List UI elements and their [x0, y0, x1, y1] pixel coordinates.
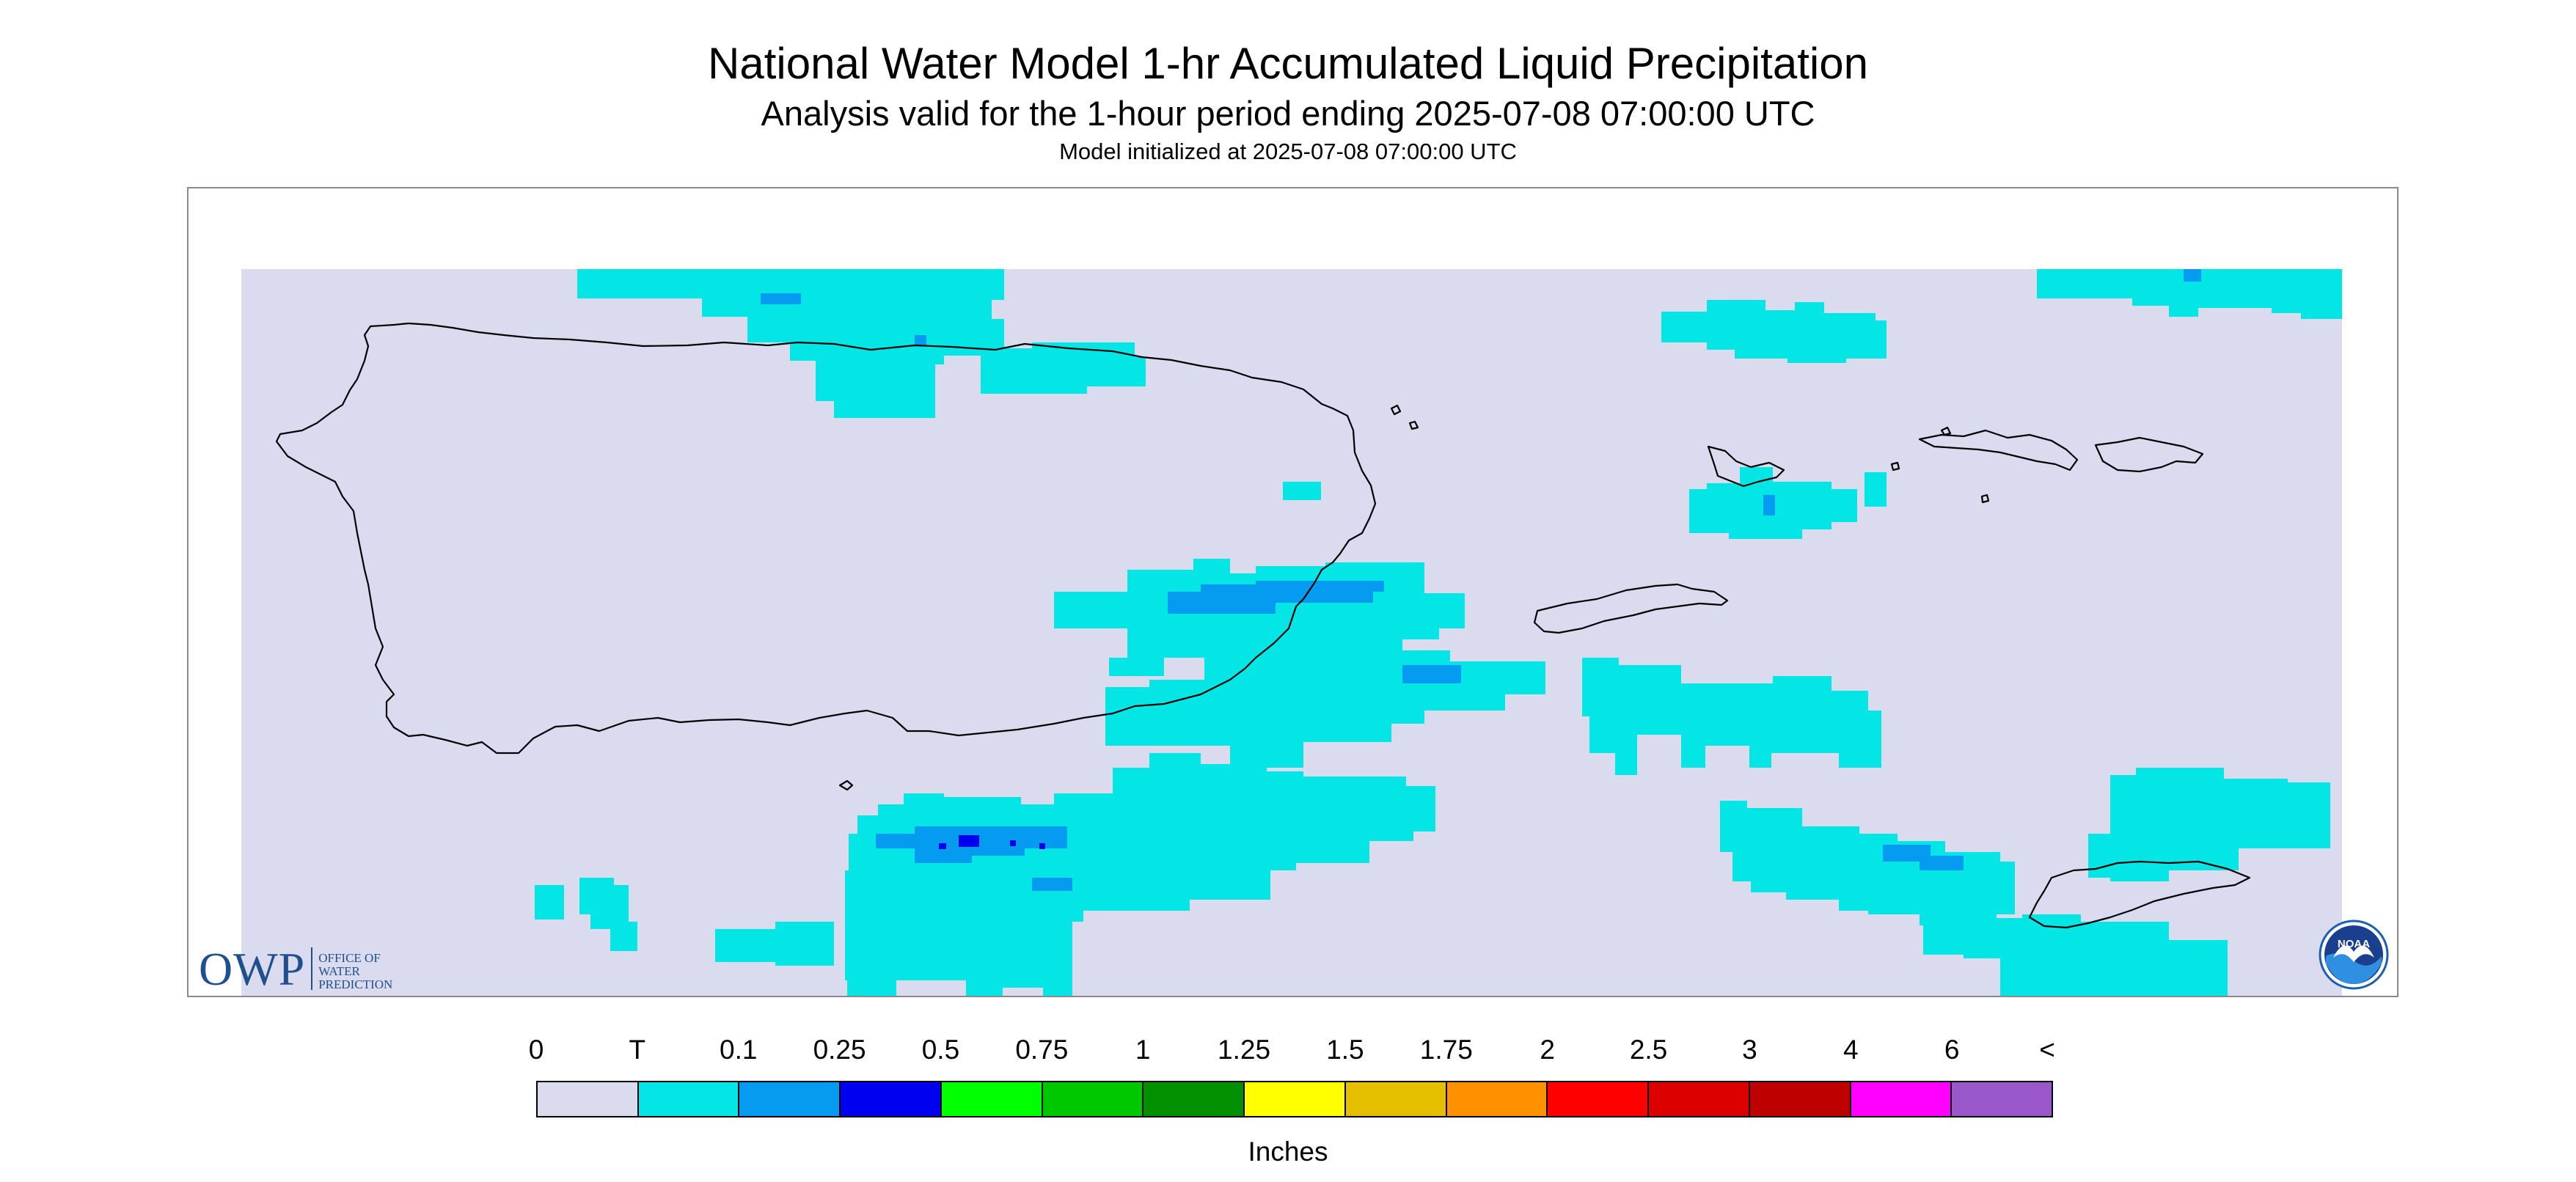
legend-swatch	[1446, 1082, 1548, 1116]
trace-region-top-right	[2037, 269, 2342, 319]
trace-precip-regions	[535, 269, 2342, 996]
legend-swatch	[638, 1082, 740, 1116]
trace-region-south-east-3	[1923, 914, 2228, 996]
owp-logo-letters: OWP	[199, 943, 306, 995]
legend-labels: 0 T 0.1 0.25 0.5 0.75 1 1.25 1.5 1.75 2 2.5 3 4 6 <	[0, 1032, 2576, 1069]
legend-tick-label: 2	[1540, 1035, 1555, 1065]
legend-tick-label: 0.25	[813, 1035, 866, 1065]
legend-tick-label: 0.1	[720, 1035, 758, 1065]
legend-swatch	[1851, 1082, 1953, 1116]
legend-swatch	[1245, 1082, 1346, 1116]
culebra-coastline	[1707, 445, 1785, 488]
trace-cell-small-2	[1865, 472, 1887, 507]
legend-swatch	[1144, 1082, 1245, 1116]
trace-region-west-2	[579, 878, 637, 951]
p010-cell-south-central-2	[1032, 878, 1072, 891]
legend-tick-label: 0.5	[921, 1035, 960, 1065]
p025-cell-2	[1010, 840, 1016, 846]
p025-cell-1	[959, 835, 979, 847]
p010-region-southeast	[1883, 845, 1964, 870]
owp-logo: OWP Office of Water Prediction	[199, 943, 392, 995]
legend-tick-label: 1.5	[1326, 1035, 1364, 1065]
puerto-rico-coastline	[275, 322, 1377, 755]
noaa-emblem-icon: NOAA	[2319, 919, 2389, 990]
p010-cell-top-right	[2184, 269, 2201, 282]
legend-tick-label: 0.75	[1015, 1035, 1069, 1065]
page-title: National Water Model 1-hr Accumulated Li…	[708, 39, 1868, 88]
noaa-emblem-wave	[2326, 953, 2382, 984]
vieques-coastline	[1533, 583, 1729, 634]
legend-tick-label: 1.75	[1419, 1035, 1473, 1065]
legend-swatch	[941, 1082, 1043, 1116]
owp-logo-wording: Office of Water Prediction	[318, 952, 392, 991]
trace-region-south-central	[845, 753, 1435, 996]
p025-cell-3	[1039, 843, 1045, 849]
legend-swatch	[1649, 1082, 1750, 1116]
p010-region-east-central	[1402, 665, 1461, 683]
p010-cell-north	[761, 293, 801, 304]
trace-region-west-3	[715, 922, 834, 966]
islet-east-4	[1890, 461, 1900, 471]
trace-cell-small-1	[1283, 482, 1321, 500]
trace-region-southeast-2	[2088, 768, 2330, 881]
legend-tick-label: 2.5	[1629, 1035, 1668, 1065]
p010-region-central	[1168, 581, 1384, 614]
owp-logo-divider	[311, 947, 313, 990]
legend-swatch	[841, 1082, 942, 1116]
islet-east-5	[1940, 426, 1952, 436]
trace-region-north-east	[1661, 300, 1887, 363]
p010-cell-north-2	[915, 335, 926, 345]
legend-swatch	[1548, 1082, 1650, 1116]
trace-cell-west-1	[535, 885, 564, 919]
map-panel: OWP Office of Water Prediction NOAA	[187, 187, 2398, 997]
model-init-time: Model initialized at 2025-07-08 07:00:00…	[1059, 139, 1517, 164]
legend-colorbar	[536, 1081, 2053, 1117]
legend-tick-label: T	[629, 1035, 646, 1065]
precip-0.25-regions	[939, 835, 1045, 849]
islet-east-3	[1980, 493, 1990, 504]
trace-region-southeast-1	[1720, 801, 2015, 925]
noaa-emblem-text: NOAA	[2338, 938, 2370, 950]
owp-logo-line1: Office of	[318, 951, 381, 965]
legend-tick-label: 3	[1742, 1035, 1757, 1065]
coastlines	[275, 322, 2251, 929]
legend-swatch	[1345, 1082, 1447, 1116]
saint-john-coastline	[2094, 436, 2204, 473]
saint-thomas-coastline	[1918, 429, 2079, 471]
p010-cell-islet	[1763, 495, 1775, 515]
saint-croix-coastline	[2028, 860, 2251, 929]
trace-region-north-2	[981, 342, 1146, 394]
legend-swatch	[1042, 1082, 1144, 1116]
legend-tick-label: 0	[528, 1035, 544, 1065]
noaa-emblem-bird	[2333, 945, 2374, 962]
legend-tick-label: <	[2039, 1035, 2055, 1065]
p025-cell-4	[939, 843, 946, 849]
legend-tick-label: 1.25	[1218, 1035, 1271, 1065]
owp-logo-line2: Water	[318, 964, 360, 978]
legend-swatch	[739, 1082, 841, 1116]
islet-desecheo	[838, 779, 854, 791]
legend-swatch	[538, 1082, 639, 1116]
legend-tick-label: 6	[1944, 1035, 1960, 1065]
legend-units-label: Inches	[1248, 1137, 1328, 1167]
trace-region-east-central	[1582, 658, 1881, 775]
legend-swatch	[1952, 1082, 2052, 1116]
legend-swatch	[1749, 1082, 1851, 1116]
precip-map	[241, 269, 2342, 996]
owp-logo-line3: Prediction	[318, 977, 393, 991]
islet-east-1	[1390, 404, 1402, 416]
islet-east-2	[1408, 420, 1419, 430]
legend-tick-label: 1	[1135, 1035, 1151, 1065]
page-subtitle: Analysis valid for the 1-hour period end…	[761, 94, 1815, 133]
legend-tick-label: 4	[1843, 1035, 1859, 1065]
